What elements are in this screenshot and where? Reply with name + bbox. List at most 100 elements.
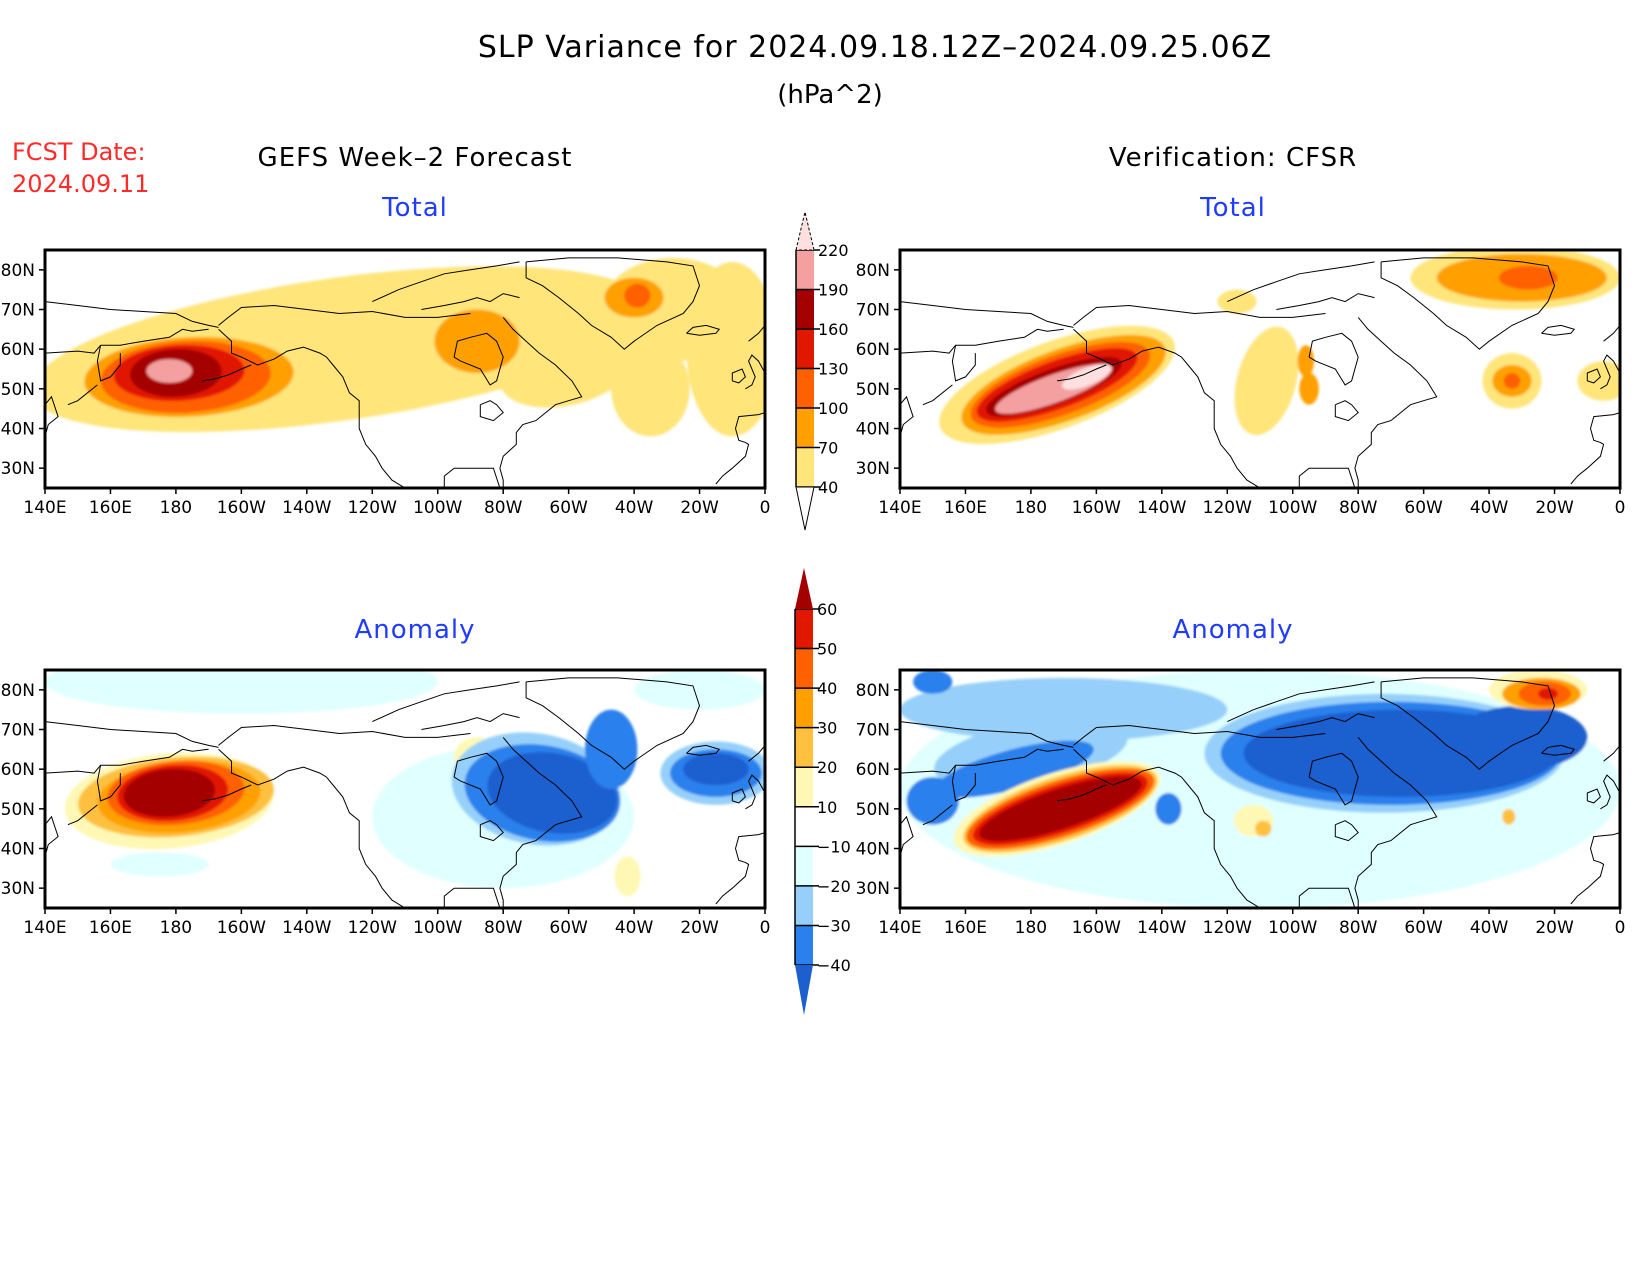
contour-region [123,768,216,818]
lon-tick-label: 40W [1470,918,1509,938]
contour-region [979,776,1142,842]
contour-region [1577,361,1620,401]
map-frame [898,668,1622,910]
contour-region [913,670,953,694]
colorbar-label: 50 [817,640,837,659]
colorbar-total: 40 70 100 130 160 190 220 [795,211,849,531]
lon-tick-label: 120W [348,498,397,518]
lon-tick-label: 140W [282,498,331,518]
coastline [45,257,765,488]
lon-tick-label: 160E [944,498,987,518]
panel-title-verification-anomaly: Anomaly [1172,615,1294,645]
contour-region [45,670,438,714]
colorbar-label: 60 [817,600,837,619]
contour-region [1297,345,1315,377]
lat-tick-label: 30N [1,879,35,899]
lon-tick-label: 100W [413,918,462,938]
map-frame [43,248,767,490]
lon-tick-label: 100W [1268,918,1317,938]
colorbar-label: 70 [818,439,838,458]
contour-region [683,753,749,786]
lon-tick-label: 60W [549,498,588,518]
lon-tick-label: 20W [680,498,719,518]
lon-tick-label: 140E [23,498,66,518]
colorbar-label: 40 [817,679,837,698]
contour-region [1155,792,1182,825]
lon-tick-label: 0 [760,918,771,938]
panel-title-forecast-anomaly: Anomaly [354,615,476,645]
colorbar-bin [796,329,814,369]
contour-region [1234,326,1299,436]
lat-tick-label: 70N [856,721,890,741]
lat-tick-label: 80N [1,261,35,281]
lat-tick-label: 30N [856,879,890,899]
lat-tick-label: 50N [856,380,890,400]
lat-tick-label: 80N [856,681,890,701]
map-panel-forecast-total: 140E 160E 180 160W 140W 120W 100W 80W 60W 40W 20W 0… [1,248,770,518]
lon-tick-label: 140W [282,918,331,938]
contour-region [900,677,1228,742]
contour-region [686,261,765,437]
lat-tick-label: 60N [856,760,890,780]
contour-region [1062,364,1112,390]
map-panel-forecast-anomaly: 140E 160E 180 160W 140W 120W 100W 80W 60W 40W 20W 0… [1,668,771,938]
colorbar-label: −30 [817,916,851,935]
lon-tick-label: 160W [217,918,266,938]
lat-tick-label: 30N [856,459,890,479]
colorbar-label: 40 [818,478,838,497]
lat-tick-label: 40N [1,420,35,440]
contour-region [434,309,520,373]
contour-region [906,777,959,825]
lon-tick-label: 180 [160,498,192,518]
contour-region [498,322,639,408]
colorbar-label: 220 [818,241,849,260]
lat-tick-label: 50N [1,800,35,820]
figure-units: (hPa^2) [777,80,883,110]
colorbar-label: 100 [818,399,849,418]
colorbar-bin [795,846,813,886]
lon-tick-label: 120W [1203,918,1252,938]
colorbar-bin [795,885,813,926]
lon-tick-label: 60W [1404,918,1443,938]
map-panel-verification-anomaly: 140E 160E 180 160W 140W 120W 100W 80W 60W 40W 20W 0… [856,668,1625,938]
lat-tick-label: 70N [1,301,35,321]
lon-tick-label: 160W [1072,498,1121,518]
lat-tick-label: 50N [1,380,35,400]
lon-tick-label: 20W [1535,498,1574,518]
lon-tick-label: 20W [680,918,719,938]
lon-tick-label: 40W [615,918,654,938]
colorbar-bin [795,806,813,847]
lon-tick-label: 20W [1535,918,1574,938]
lon-tick-label: 80W [484,498,523,518]
lon-tick-label: 180 [1015,918,1047,938]
coastline [45,677,765,908]
lon-tick-label: 120W [1203,498,1252,518]
contour-region [585,709,638,789]
fcst-date-value: 2024.09.11 [12,170,150,198]
contour-region [1503,372,1521,389]
contour-region [611,341,690,437]
contour-region [1502,808,1516,825]
colorbar-bin [795,767,813,807]
left-column-title: GEFS Week–2 Forecast [257,143,573,173]
right-column-title: Verification: CFSR [1108,143,1358,173]
lat-tick-label: 80N [1,681,35,701]
colorbar-label: 10 [817,798,837,817]
coastline [900,257,1620,488]
contour-region [1255,820,1272,837]
lat-tick-label: 70N [856,301,890,321]
colorbar-label: −40 [817,956,851,975]
contour-region [624,283,651,308]
lat-tick-label: 80N [856,261,890,281]
colorbar-label: 130 [818,360,849,379]
lon-tick-label: 80W [484,918,523,938]
colorbar-label: −20 [817,877,851,896]
colorbar-arrow-bottom [795,965,813,1015]
lon-tick-label: 40W [615,498,654,518]
lon-tick-label: 160E [89,918,132,938]
lon-tick-label: 180 [1015,498,1047,518]
lon-tick-label: 40W [1470,498,1509,518]
lon-tick-label: 80W [1339,918,1378,938]
lat-tick-label: 50N [856,800,890,820]
